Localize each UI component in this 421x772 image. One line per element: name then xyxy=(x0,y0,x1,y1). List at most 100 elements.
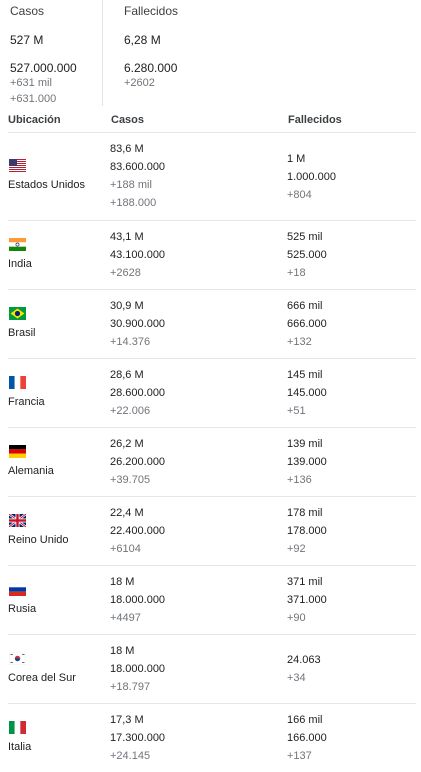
summary-divider xyxy=(102,0,103,106)
cases-short: 43,1 M xyxy=(110,231,144,243)
deaths-cell: 1 M 1.000.000 +804 xyxy=(287,151,336,205)
deaths-full: 666.000 xyxy=(287,318,327,330)
deaths-delta: +804 xyxy=(287,189,312,201)
country-name: Rusia xyxy=(8,603,37,615)
summary-deaths-short: 6,28 M xyxy=(124,33,161,47)
table-row[interactable]: Rusia 18 M 18.000.000 +4497 371 mil 371.… xyxy=(8,566,416,635)
cases-cell: 26,2 M 26.200.000 +39.705 xyxy=(110,436,165,490)
deaths-cell: 145 mil 145.000 +51 xyxy=(287,367,327,421)
country-name: Estados Unidos xyxy=(8,179,86,191)
deaths-delta: +18 xyxy=(287,267,306,279)
deaths-cell: 178 mil 178.000 +92 xyxy=(287,505,327,559)
cases-full: 18.000.000 xyxy=(110,663,166,675)
cases-full: 17.300.000 xyxy=(110,732,166,744)
table-row[interactable]: Brasil 30,9 M 30.900.000 +14.376 666 mil… xyxy=(8,290,416,359)
cases-full: 30.900.000 xyxy=(110,318,166,330)
summary-cases-short: 527 M xyxy=(10,33,44,47)
summary-deaths-label: Fallecidos xyxy=(124,4,179,18)
deaths-full: 525.000 xyxy=(287,249,327,261)
cases-delta-short: +188 mil xyxy=(110,179,152,191)
flag-us-icon xyxy=(9,159,26,172)
table-row[interactable]: Corea del Sur 18 M 18.000.000 +18.797 24… xyxy=(8,635,416,704)
deaths-cell: 371 mil 371.000 +90 xyxy=(287,574,327,628)
flag-ru-icon xyxy=(9,583,26,596)
deaths-short: 371 mil xyxy=(287,576,323,588)
table-row[interactable]: Italia 17,3 M 17.300.000 +24.145 166 mil… xyxy=(8,704,416,772)
cases-cell: 18 M 18.000.000 +4497 xyxy=(110,574,165,628)
deaths-full: 145.000 xyxy=(287,387,327,399)
deaths-full: 1.000.000 xyxy=(287,171,336,183)
header-location[interactable]: Ubicación xyxy=(8,114,61,126)
cases-short: 83,6 M xyxy=(110,143,144,155)
flag-fr-icon xyxy=(9,376,26,389)
country-name: Reino Unido xyxy=(8,534,69,546)
header-deaths[interactable]: Fallecidos xyxy=(288,114,342,126)
summary-cases-full: 527.000.000 xyxy=(10,61,77,75)
deaths-full: 139.000 xyxy=(287,456,327,468)
deaths-delta: +137 xyxy=(287,750,312,762)
table-row[interactable]: Francia 28,6 M 28.600.000 +22.006 145 mi… xyxy=(8,359,416,428)
cases-delta: +2628 xyxy=(110,267,141,279)
cases-full: 28.600.000 xyxy=(110,387,166,399)
cases-delta: +24.145 xyxy=(110,750,151,762)
deaths-short: 1 M xyxy=(287,153,306,165)
cases-cell: 43,1 M 43.100.000 +2628 xyxy=(110,229,165,283)
flag-de-icon xyxy=(9,445,26,458)
cases-short: 17,3 M xyxy=(110,714,144,726)
country-name: Corea del Sur xyxy=(8,672,76,684)
cases-full: 18.000.000 xyxy=(110,594,166,606)
deaths-cell: 166 mil 166.000 +137 xyxy=(287,712,327,766)
flag-kr-icon xyxy=(9,652,26,665)
summary-cases-delta-full: +631.000 xyxy=(10,93,57,105)
country-name: Alemania xyxy=(8,465,54,477)
cases-cell: 28,6 M 28.600.000 +22.006 xyxy=(110,367,165,421)
flag-it-icon xyxy=(9,721,26,734)
deaths-cell: 24.063 +34 xyxy=(287,652,321,688)
deaths-delta: +136 xyxy=(287,474,312,486)
deaths-short: 166 mil xyxy=(287,714,323,726)
deaths-short: 666 mil xyxy=(287,300,323,312)
summary-deaths-delta: +2602 xyxy=(124,77,155,89)
cases-delta: +6104 xyxy=(110,543,141,555)
cases-delta: +14.376 xyxy=(110,336,151,348)
summary-cases-delta-short: +631 mil xyxy=(10,77,52,89)
deaths-full: 371.000 xyxy=(287,594,327,606)
cases-short: 18 M xyxy=(110,645,135,657)
cases-cell: 18 M 18.000.000 +18.797 xyxy=(110,643,165,697)
flag-gb-icon xyxy=(9,514,26,527)
summary-cases-label: Casos xyxy=(10,4,45,18)
deaths-cell: 139 mil 139.000 +136 xyxy=(287,436,327,490)
deaths-delta: +132 xyxy=(287,336,312,348)
country-table: Estados Unidos 83,6 M 83.600.000 +188 mi… xyxy=(8,133,416,772)
country-name: Brasil xyxy=(8,327,36,339)
cases-cell: 30,9 M 30.900.000 +14.376 xyxy=(110,298,165,352)
cases-cell: 17,3 M 17.300.000 +24.145 xyxy=(110,712,165,766)
header-cases[interactable]: Casos xyxy=(111,114,145,126)
cases-short: 18 M xyxy=(110,576,135,588)
deaths-delta: +92 xyxy=(287,543,306,555)
cases-delta: +22.006 xyxy=(110,405,151,417)
deaths-delta: +51 xyxy=(287,405,306,417)
country-name: Italia xyxy=(8,741,32,753)
table-row[interactable]: Reino Unido 22,4 M 22.400.000 +6104 178 … xyxy=(8,497,416,566)
cases-short: 26,2 M xyxy=(110,438,144,450)
table-row[interactable]: Estados Unidos 83,6 M 83.600.000 +188 mi… xyxy=(8,133,416,221)
deaths-full: 24.063 xyxy=(287,654,321,666)
deaths-cell: 666 mil 666.000 +132 xyxy=(287,298,327,352)
deaths-cell: 525 mil 525.000 +18 xyxy=(287,229,327,283)
deaths-short: 178 mil xyxy=(287,507,323,519)
cases-full: 83.600.000 xyxy=(110,161,166,173)
cases-delta: +4497 xyxy=(110,612,141,624)
table-row[interactable]: Alemania 26,2 M 26.200.000 +39.705 139 m… xyxy=(8,428,416,497)
table-row[interactable]: India 43,1 M 43.100.000 +2628 525 mil 52… xyxy=(8,221,416,290)
summary-panel: Casos 527 M 527.000.000 +631 mil +631.00… xyxy=(0,0,421,108)
cases-delta: +39.705 xyxy=(110,474,151,486)
cases-short: 28,6 M xyxy=(110,369,144,381)
cases-delta: +18.797 xyxy=(110,681,151,693)
deaths-full: 178.000 xyxy=(287,525,327,537)
deaths-delta: +34 xyxy=(287,672,306,684)
country-name: India xyxy=(8,258,32,270)
deaths-short: 145 mil xyxy=(287,369,323,381)
deaths-full: 166.000 xyxy=(287,732,327,744)
deaths-short: 525 mil xyxy=(287,231,323,243)
